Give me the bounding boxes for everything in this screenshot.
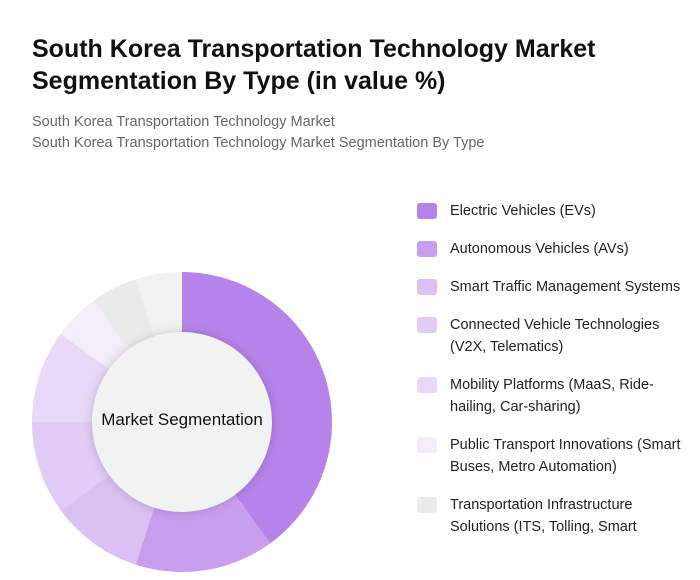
legend-item[interactable]: Transportation Infrastructure Solutions … [417,494,697,538]
legend: Electric Vehicles (EVs) Autonomous Vehicl… [417,200,697,554]
legend-label: Autonomous Vehicles (AVs) [450,241,629,257]
legend-swatch [417,317,437,333]
legend-swatch [417,437,437,453]
legend-label: Public Transport Innovations (Smart Buse… [450,437,681,475]
legend-item[interactable]: Autonomous Vehicles (AVs) [417,238,697,260]
donut-hole [92,332,272,512]
legend-label: Connected Vehicle Technologies (V2X, Tel… [450,317,660,355]
legend-swatch [417,203,437,219]
legend-label: Smart Traffic Management Systems [450,279,681,295]
legend-label: Electric Vehicles (EVs) [450,203,596,219]
legend-swatch [417,279,437,295]
legend-item[interactable]: Connected Vehicle Technologies (V2X, Tel… [417,314,697,358]
legend-item[interactable]: Public Transport Innovations (Smart Buse… [417,434,697,478]
legend-swatch [417,497,437,513]
legend-label: Transportation Infrastructure Solutions … [450,497,637,535]
subtitle-market: South Korea Transportation Technology Ma… [32,114,335,130]
legend-item[interactable]: Electric Vehicles (EVs) [417,200,697,222]
subtitle-segmentation: South Korea Transportation Technology Ma… [32,135,485,151]
chart-title: South Korea Transportation Technology Ma… [32,35,596,95]
legend-swatch [417,377,437,393]
donut-chart [32,272,332,572]
legend-item[interactable]: Mobility Platforms (MaaS, Ride-hailing, … [417,374,697,418]
legend-item[interactable]: Smart Traffic Management Systems [417,276,697,298]
legend-swatch [417,241,437,257]
donut-center-label: Market Segmentation [101,410,263,429]
legend-label: Mobility Platforms (MaaS, Ride-hailing, … [450,377,654,415]
